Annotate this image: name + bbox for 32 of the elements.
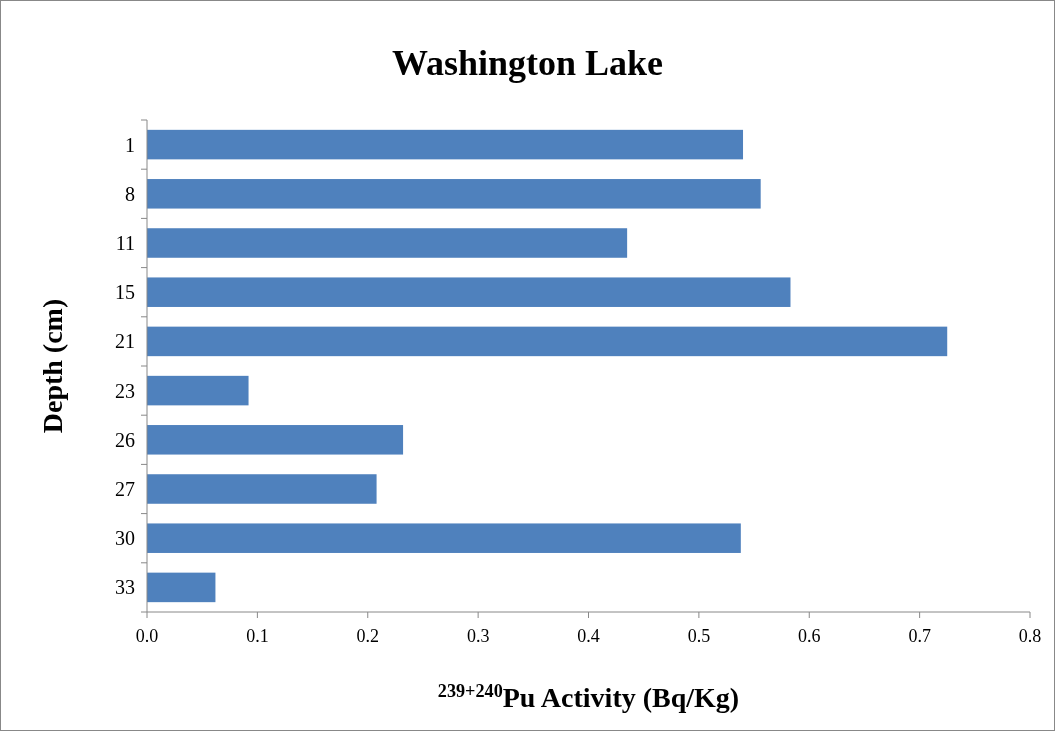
x-tick-label: 0.5 xyxy=(687,626,711,646)
y-tick-label: 30 xyxy=(115,527,135,550)
y-tick-label: 1 xyxy=(125,133,135,156)
y-tick-label: 26 xyxy=(115,428,135,451)
bar xyxy=(147,572,216,603)
bar xyxy=(147,228,628,258)
bar xyxy=(147,277,791,307)
x-tick-label: 0.0 xyxy=(135,626,159,646)
bar xyxy=(147,375,249,406)
y-axis-title: Depth (cm) xyxy=(37,298,68,434)
chart-title: Washington Lake xyxy=(391,43,664,83)
x-tick-label: 0.8 xyxy=(1018,626,1042,646)
x-tick-label: 0.2 xyxy=(356,626,379,646)
bar xyxy=(147,474,377,504)
y-tick-label: 23 xyxy=(115,379,135,402)
y-tick-label: 21 xyxy=(115,330,135,353)
bar xyxy=(147,523,741,553)
bar xyxy=(147,425,404,455)
x-tick-label: 0.1 xyxy=(246,626,269,646)
bar xyxy=(147,326,948,357)
y-tick-label: 15 xyxy=(115,281,135,304)
bar xyxy=(147,179,761,209)
y-tick-label: 11 xyxy=(115,232,135,254)
x-tick-label: 0.7 xyxy=(908,626,931,646)
y-tick-label: 8 xyxy=(125,182,135,205)
x-tick-label: 0.4 xyxy=(577,626,600,646)
y-tick-label: 27 xyxy=(115,478,135,500)
x-tick-label: 0.6 xyxy=(798,626,821,646)
x-tick-label: 0.3 xyxy=(466,626,490,646)
x-axis-title: $^{239+240}$Pu Activity (Bq/Kg) xyxy=(437,681,740,713)
bar xyxy=(147,129,744,160)
y-tick-label: 33 xyxy=(115,576,135,599)
